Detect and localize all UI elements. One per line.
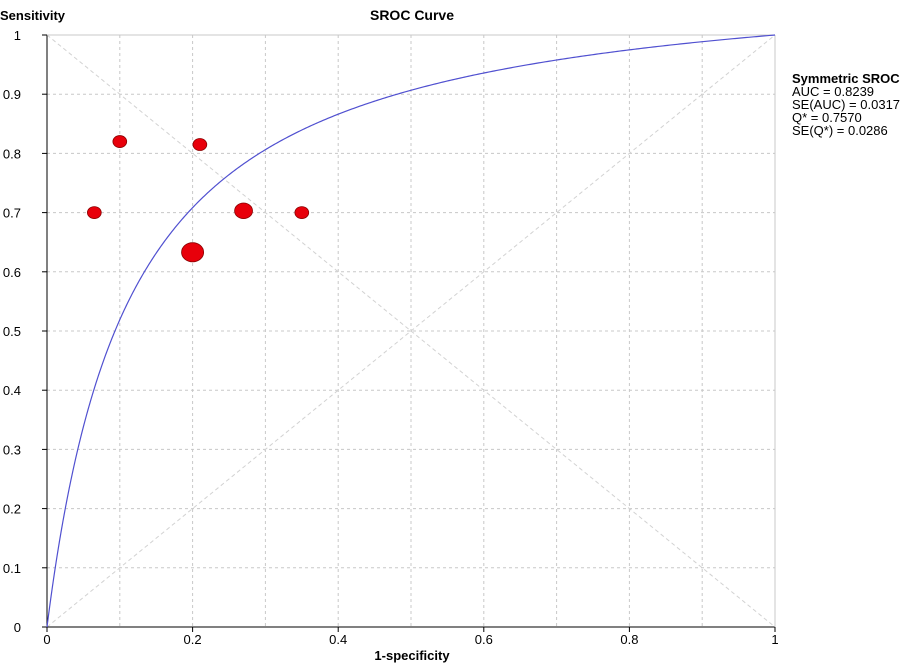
tick-labels: 0 0.2 0.4 0.6 0.8 1 0 0.1 0.2 0.3 0.4 0.5 0.6 0.7 0.8 0… bbox=[3, 28, 779, 647]
x-tick-label: 0.8 bbox=[620, 632, 638, 647]
study-point bbox=[181, 242, 205, 263]
y-tick-label: 0.2 bbox=[3, 502, 21, 517]
legend-se-q-star: SE(Q*) = 0.0286 bbox=[792, 123, 888, 138]
y-tick-label: 0.7 bbox=[3, 206, 21, 221]
legend-title: Symmetric SROC bbox=[792, 71, 900, 86]
y-tick-label: 0 bbox=[14, 620, 21, 635]
x-tick-label: 0 bbox=[43, 632, 50, 647]
legend-auc: AUC = 0.8239 bbox=[792, 84, 875, 99]
diagonal-q-line bbox=[46, 34, 776, 628]
diagonal-lines bbox=[46, 34, 776, 628]
y-tick-label: 0.6 bbox=[3, 265, 21, 280]
x-tick-label: 0.6 bbox=[475, 632, 493, 647]
y-axis-title: Sensitivity bbox=[0, 8, 66, 23]
study-point bbox=[112, 135, 128, 148]
y-tick-label: 0.1 bbox=[3, 561, 21, 576]
x-tick-label: 0.2 bbox=[184, 632, 202, 647]
y-tick-label: 1 bbox=[14, 28, 21, 43]
legend-se-auc: SE(AUC) = 0.0317 bbox=[792, 97, 901, 112]
x-tick-label: 0.4 bbox=[329, 632, 347, 647]
sroc-curve bbox=[46, 34, 776, 628]
study-points-layer bbox=[87, 135, 310, 263]
legend-q-star: Q* = 0.7570 bbox=[792, 110, 862, 125]
study-point bbox=[192, 138, 208, 151]
chart-title: SROC Curve bbox=[370, 7, 454, 23]
legend: Symmetric SROC AUC = 0.8239 SE(AUC) = 0.… bbox=[792, 72, 900, 137]
sroc-curve-layer bbox=[46, 34, 776, 628]
study-point bbox=[87, 206, 102, 220]
study-point bbox=[294, 206, 310, 220]
y-tick-label: 0.9 bbox=[3, 87, 21, 102]
x-axis-title: 1-specificity bbox=[374, 648, 450, 663]
y-tick-label: 0.3 bbox=[3, 442, 21, 457]
x-tick-label: 1 bbox=[771, 632, 778, 647]
study-point bbox=[234, 202, 253, 220]
grid-lines bbox=[47, 35, 775, 627]
y-tick-label: 0.8 bbox=[3, 146, 21, 161]
y-tick-label: 0.4 bbox=[3, 383, 21, 398]
y-tick-label: 0.5 bbox=[3, 324, 21, 339]
